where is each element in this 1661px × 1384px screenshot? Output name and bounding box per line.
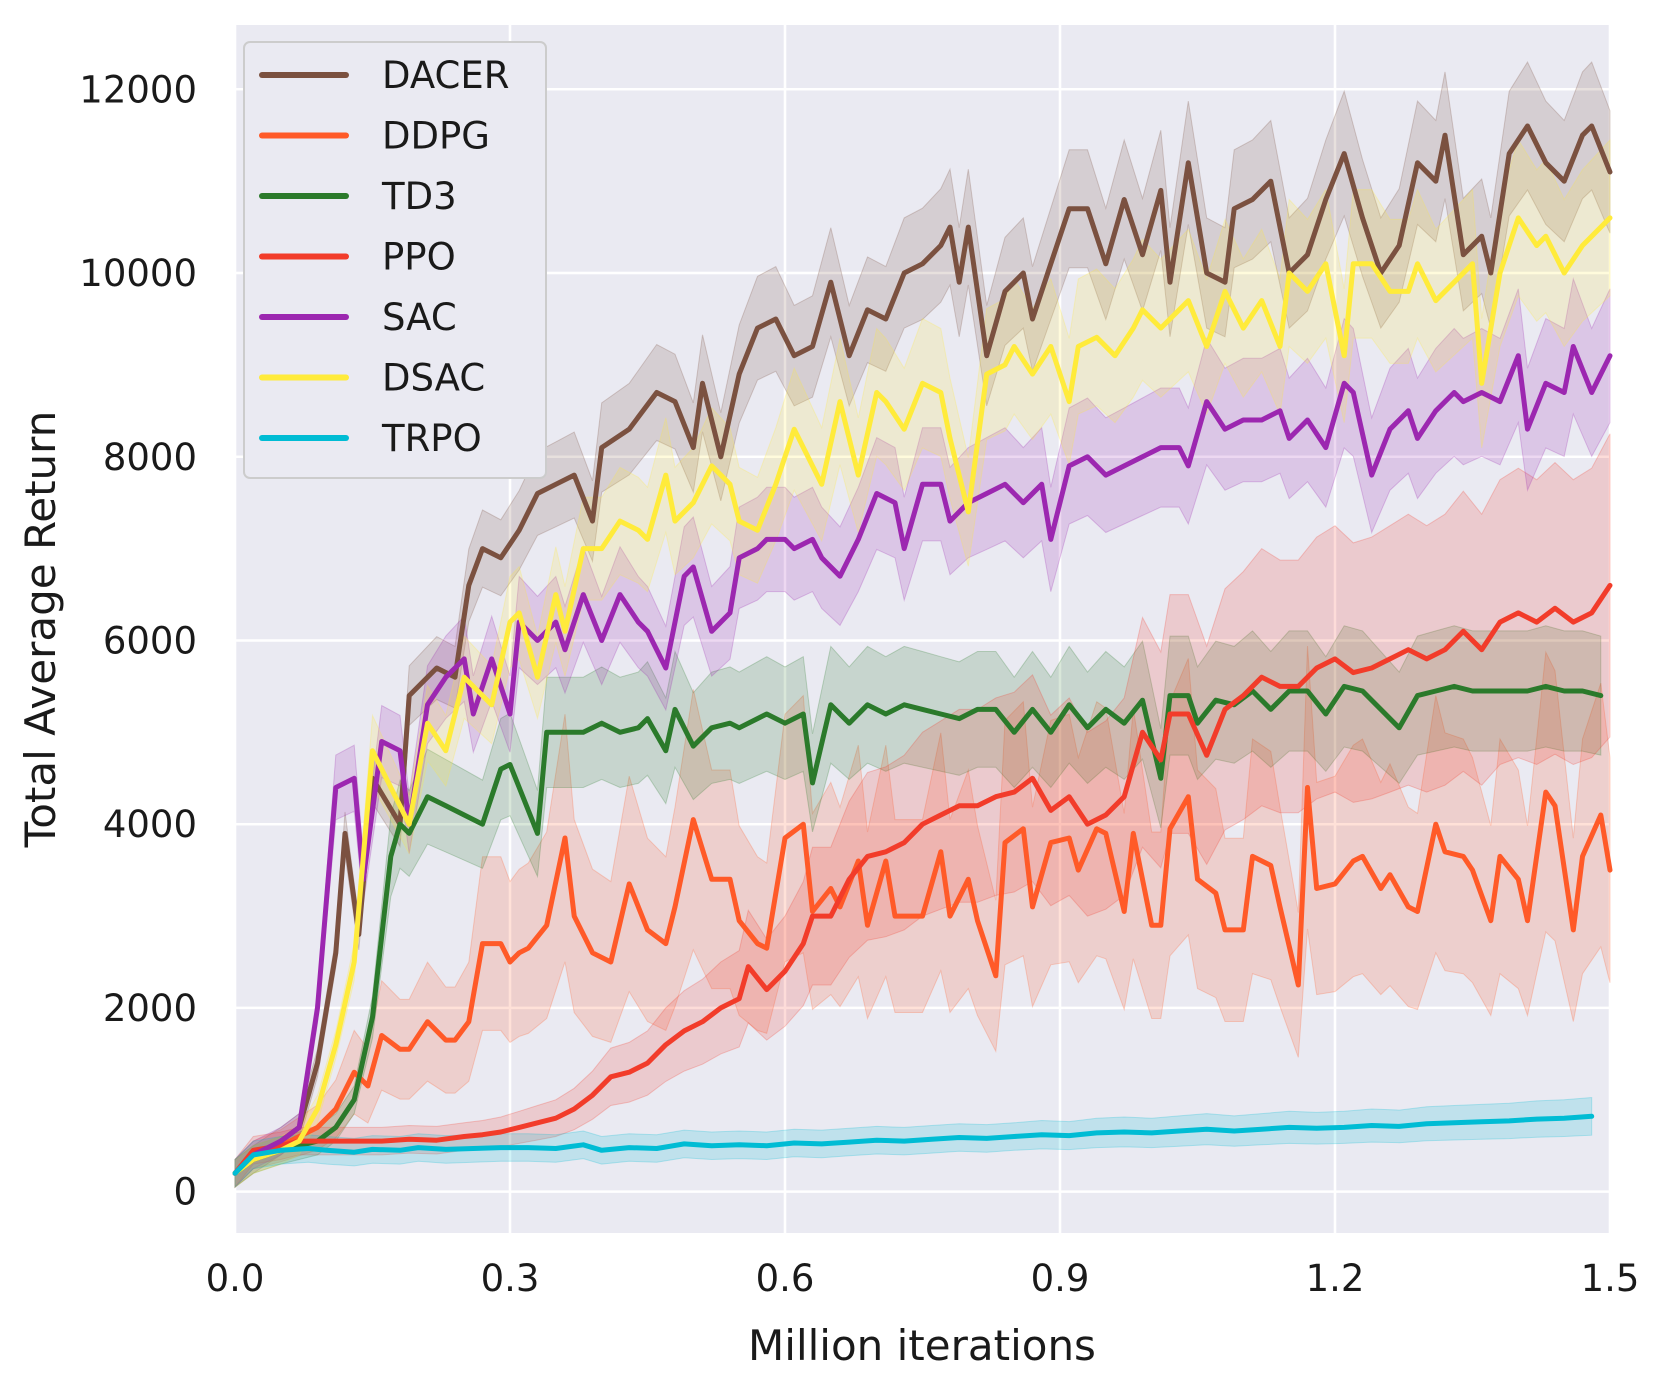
series-line-sac [232,344,1613,1176]
band-sac [234,277,1611,1189]
band-ppo [234,433,1611,1189]
y-tick-label: 4000 [103,803,197,846]
band-dacer [234,61,1611,1189]
legend-box [243,41,547,479]
y-tick-label: 8000 [103,436,197,479]
legend: DACER DDPG TD3 PPO SAC DSAC TRPO [243,41,547,479]
x-axis-ticks: 0.0 0.3 0.6 0.9 1.2 1.5 [206,1257,1640,1300]
y-tick-label: 0 [173,1171,197,1214]
series-line-trpo [232,1113,1595,1176]
legend-label-td3: TD3 [381,175,457,218]
y-tick-label: 6000 [103,619,197,662]
x-axis-label: Million iterations [748,1321,1096,1370]
x-tick-label: 1.5 [1581,1257,1640,1300]
y-tick-label: 2000 [103,987,197,1030]
y-tick-label: 10000 [79,252,197,295]
x-tick-label: 0.3 [481,1257,540,1300]
legend-label-ddpg: DDPG [382,115,490,158]
series-lines [232,123,1613,1176]
x-tick-label: 0.6 [756,1257,815,1300]
x-tick-label: 0.0 [206,1257,265,1300]
y-axis-ticks: 0 2000 4000 6000 8000 10000 12000 [79,68,197,1213]
legend-label-dsac: DSAC [382,357,485,400]
series-line-dsac [232,215,1613,1176]
legend-label-ppo: PPO [382,236,456,279]
y-tick-label: 12000 [79,68,197,111]
series-line-td3 [232,683,1604,1176]
legend-label-sac: SAC [382,296,457,339]
y-axis-label: Total Average Return [16,411,65,849]
legend-label-dacer: DACER [382,54,509,97]
legend-label-trpo: TRPO [381,417,482,460]
series-line-ppo [232,582,1613,1176]
band-td3 [234,625,1602,1189]
series-line-dacer [232,123,1613,1176]
x-tick-label: 0.9 [1031,1257,1090,1300]
x-tick-label: 1.2 [1306,1257,1365,1300]
series-line-ddpg [232,785,1613,1176]
